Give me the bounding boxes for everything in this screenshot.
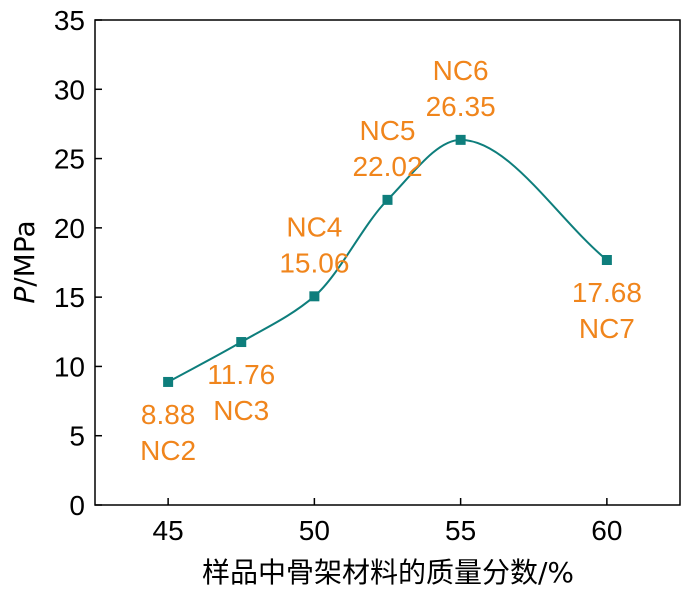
y-axis-title: P/MPa [8,220,41,303]
x-tick-label: 50 [299,515,330,546]
data-label-nc2: 8.88 [141,399,196,430]
data-label-nc5: 22.02 [352,151,422,182]
data-point-marker [309,291,320,302]
data-label-nc3: NC3 [213,395,269,426]
series-layer [163,134,612,387]
plot-frame [94,19,681,506]
y-axis-title-symbol: P [8,287,41,304]
data-label-nc4: NC4 [286,211,342,242]
data-point-marker [163,376,174,387]
axis-ticks: 0 5 10 15 20 25 30 35 45 50 55 60 [54,5,623,546]
data-label-nc7: NC7 [579,313,635,344]
y-axis-title-unit: /MPa [8,220,41,286]
y-tick-label: 30 [54,74,85,105]
data-point-marker [601,255,612,266]
data-label-nc4: 15.06 [279,247,349,278]
y-tick-label: 25 [54,144,85,175]
data-point-marker [236,337,247,348]
data-label-nc6: 26.35 [426,91,496,122]
x-tick-label: 60 [591,515,622,546]
x-axis-title: 样品中骨架材料的质量分数/% [202,556,574,589]
y-tick-label: 5 [69,421,85,452]
data-point-marker [382,194,393,205]
data-point-marker [455,134,466,145]
data-label-nc5: NC5 [359,115,415,146]
y-tick-label: 10 [54,351,85,382]
x-tick-label: 55 [445,515,476,546]
data-label-nc6: NC6 [433,55,489,86]
data-label-nc3: 11.76 [207,359,275,390]
data-labels: 8.88 NC2 11.76 NC3 NC4 15.06 NC5 22.02 NC6 26.35 1… [140,55,642,466]
y-tick-label: 15 [54,282,85,313]
data-label-nc7: 17.68 [572,277,642,308]
y-tick-label: 20 [54,213,85,244]
data-label-nc2: NC2 [140,435,196,466]
x-tick-label: 45 [153,515,184,546]
y-tick-label: 35 [54,5,85,36]
y-tick-label: 0 [69,490,85,521]
